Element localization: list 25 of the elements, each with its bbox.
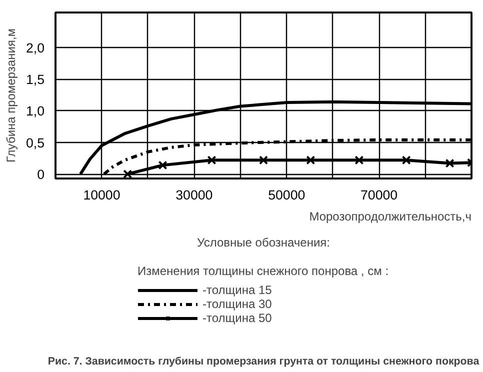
point <box>445 158 454 168</box>
legend-label: -толщина 30 <box>202 297 272 311</box>
legend-label: -толщина 15 <box>202 283 272 297</box>
point <box>306 156 316 165</box>
point <box>258 156 268 165</box>
point <box>123 170 132 178</box>
point <box>402 156 411 165</box>
text: Рис. 7. Зависимость глубины промерзания грунта от толщины снежного покрова <box>48 356 480 368</box>
y-tick-label: 1,0 <box>26 104 45 119</box>
legend-label: -толщина 50 <box>202 311 272 325</box>
x-tick-label: 70000 <box>360 188 398 202</box>
x-axis-title: Морозопродолжительность,ч <box>309 210 472 224</box>
y-axis-title: Глубина промерзания,м <box>4 28 18 163</box>
point <box>354 156 364 165</box>
y-tick-label: 1,5 <box>26 72 45 88</box>
point <box>158 160 168 170</box>
legend-title: Изменения толщины снежного понрова , см : <box>137 264 389 278</box>
x-tick-label: 10000 <box>83 188 120 202</box>
point <box>207 156 216 165</box>
text: Условные обозначения: <box>197 236 330 250</box>
x-tick-label: 30000 <box>176 188 213 202</box>
y-tick-label: 0 <box>37 167 45 182</box>
y-tick-label: 2,0 <box>26 40 45 56</box>
x-tick-label: 50000 <box>268 188 306 202</box>
y-tick-label: 0,5 <box>26 135 45 150</box>
